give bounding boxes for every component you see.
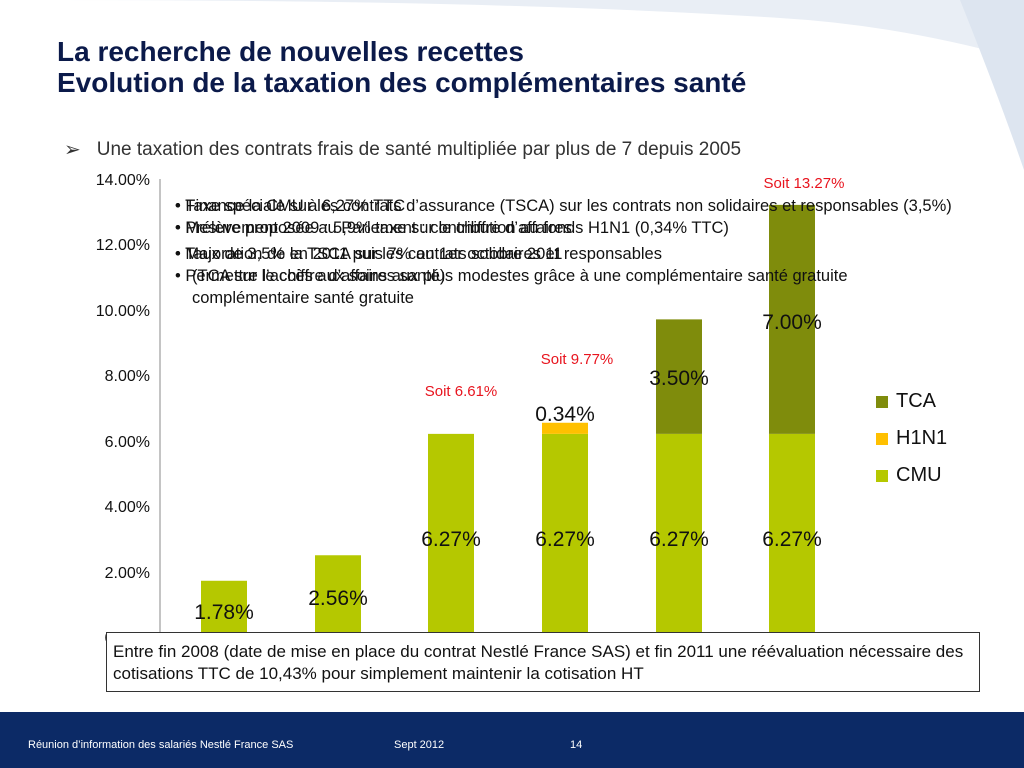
title-line-2: Evolution de la taxation des complémenta… (57, 67, 747, 98)
data-label-cmu: 6.27% (535, 528, 595, 551)
arrow-bullet-icon: ➢ (64, 139, 81, 161)
y-tick-label: 6.00% (104, 434, 150, 451)
legend-item-h1n1: H1N1 (876, 420, 947, 457)
data-label-cmu: 2.56% (308, 587, 368, 610)
data-label-tca: 7.00% (762, 311, 822, 334)
callout-text: Entre fin 2008 (date de mise en place du… (113, 642, 964, 683)
note-line: • Prélèvement 2009 : 5,9% taxe sur le ch… (175, 219, 572, 237)
bar-cmu (656, 433, 702, 639)
legend-item-tca: TCA (876, 383, 947, 420)
data-label-tca: 3.50% (649, 367, 709, 390)
y-tick-label: 10.00% (95, 303, 150, 320)
bar-tca (769, 204, 815, 434)
slide-subtitle: ➢ Une taxation des contrats frais de san… (64, 137, 741, 162)
note-line: • Taux de 3,5% en 2011 puis 7% au 1er oc… (175, 245, 563, 263)
bar-cmu (201, 580, 247, 639)
legend-swatch-cmu (876, 469, 888, 482)
total-label: Soit 9.77% (541, 351, 614, 368)
legend-label-cmu: CMU (896, 464, 942, 486)
legend-label-tca: TCA (896, 390, 936, 412)
title-line-1: La recherche de nouvelles recettes (57, 36, 524, 67)
note-line: • Permettre l’accès aux soins aux plus m… (175, 267, 848, 285)
note-line: • Majoration de la TSCA sur les contrats… (175, 245, 662, 263)
y-tick-label: 2.00% (104, 565, 150, 582)
note-line: • Mesure proposée au Parlement : contrib… (175, 219, 729, 237)
legend-label-h1n1: H1N1 (896, 427, 948, 449)
bar-tca (656, 319, 702, 434)
legend-swatch-h1n1 (876, 432, 888, 445)
note-line: • Taxe spéciale sur les contrats d’assur… (175, 197, 952, 215)
data-label-cmu: 1.78% (194, 601, 254, 624)
legend-swatch-tca (876, 395, 888, 408)
bar-h1n1 (542, 422, 588, 434)
footer-left-text: Réunion d’information des salariés Nestl… (28, 739, 294, 751)
footer-date: Sept 2012 (394, 739, 445, 751)
y-tick-label: 14.00% (95, 172, 150, 189)
bar-cmu (542, 433, 588, 639)
bar-cmu (315, 555, 361, 639)
slide-title: La recherche de nouvelles recettes Evolu… (57, 36, 746, 98)
y-tick-label: 8.00% (104, 368, 150, 385)
note-line: • Finance la CMU à 6,27% TTC (175, 197, 406, 215)
legend-item-cmu: CMU (876, 457, 947, 494)
note-line: (TCA sur le chiffre d’affaires santé) (192, 267, 446, 285)
note-line: complémentaire santé gratuite (192, 289, 414, 307)
bar-cmu (428, 433, 474, 639)
page-number: 14 (570, 739, 583, 751)
total-label: Soit 6.61% (425, 383, 498, 400)
chart-legend: TCA H1N1 CMU (876, 383, 947, 494)
data-label-h1n1: 0.34% (535, 403, 595, 426)
y-tick-label: 12.00% (95, 237, 150, 254)
data-label-cmu: 6.27% (762, 528, 822, 551)
subtitle-text: Une taxation des contrats frais de santé… (96, 138, 742, 160)
footer-bar: Réunion d’information des salariés Nestl… (0, 712, 1024, 768)
data-label-cmu: 6.27% (649, 528, 709, 551)
total-label: Soit 13.27% (764, 175, 845, 192)
data-label-cmu: 6.27% (421, 528, 481, 551)
callout-box: Entre fin 2008 (date de mise en place du… (106, 632, 980, 692)
y-tick-label: 4.00% (104, 499, 150, 516)
bar-cmu (769, 433, 815, 639)
